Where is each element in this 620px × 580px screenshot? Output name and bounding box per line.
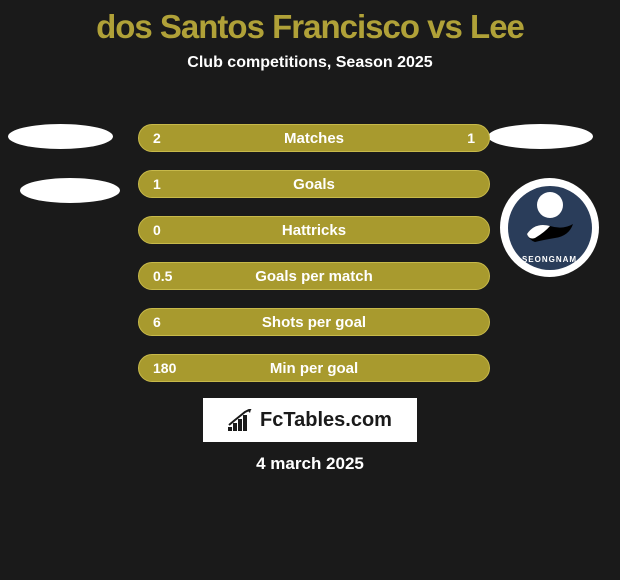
logo-text: FcTables.com (260, 409, 392, 432)
stat-value-left: 180 (153, 360, 176, 376)
badge-bird-icon (525, 220, 575, 244)
left-ellipse-1 (8, 124, 113, 149)
stat-value-left: 0 (153, 222, 161, 238)
stat-value-left: 6 (153, 314, 161, 330)
stat-label: Shots per goal (139, 314, 489, 331)
stat-label: Goals (139, 176, 489, 193)
logo-box: FcTables.com (203, 398, 417, 442)
stat-row: 0.5Goals per match (138, 262, 490, 290)
stat-row: 6Shots per goal (138, 308, 490, 336)
club-badge: SEONGNAM (500, 178, 599, 277)
stat-label: Min per goal (139, 360, 489, 377)
right-ellipse-1 (488, 124, 593, 149)
club-badge-inner: SEONGNAM (508, 186, 592, 270)
stat-value-left: 2 (153, 130, 161, 146)
stat-label: Goals per match (139, 268, 489, 285)
stat-row: 0Hattricks (138, 216, 490, 244)
date-text: 4 march 2025 (0, 454, 620, 474)
subtitle: Club competitions, Season 2025 (0, 54, 620, 72)
stat-value-left: 0.5 (153, 268, 172, 284)
stat-row: 2Matches1 (138, 124, 490, 152)
stat-value-right: 1 (467, 130, 475, 146)
badge-ball (537, 192, 563, 218)
page-title: dos Santos Francisco vs Lee (0, 0, 620, 46)
stat-value-left: 1 (153, 176, 161, 192)
stat-row: 180Min per goal (138, 354, 490, 382)
badge-text: SEONGNAM (522, 255, 577, 264)
stat-row: 1Goals (138, 170, 490, 198)
left-ellipse-2 (20, 178, 120, 203)
stat-label: Matches (139, 130, 489, 147)
stat-label: Hattricks (139, 222, 489, 239)
stats-container: 2Matches11Goals0Hattricks0.5Goals per ma… (138, 124, 490, 400)
fctables-logo-icon (228, 409, 254, 431)
